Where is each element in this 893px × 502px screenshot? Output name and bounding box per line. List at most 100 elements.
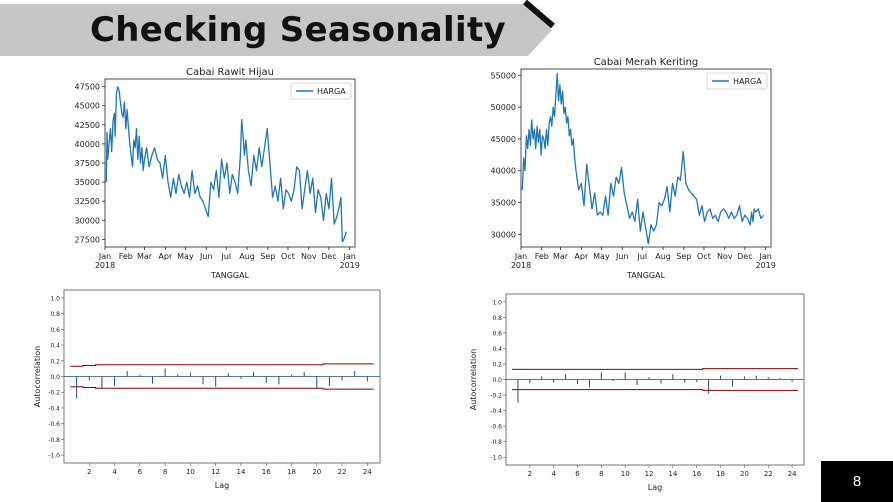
x-axis-label: Lag	[215, 481, 229, 490]
y-tick-label: 32500	[75, 197, 100, 206]
legend-label: HARGA	[317, 87, 346, 96]
x-tick-year-label: 2018	[511, 261, 531, 270]
x-tick-year-label: 2019	[755, 261, 775, 270]
x-tick-label: Aug	[655, 252, 671, 261]
y-tick-label: 40000	[75, 140, 100, 149]
legend: HARGA	[706, 72, 768, 90]
chart-title: Cabai Merah Keriting	[594, 57, 699, 68]
x-axis-label: TANGGAL	[210, 271, 250, 280]
x-tick-label: Jan	[758, 252, 771, 261]
x-tick-label: Oct	[697, 252, 711, 261]
x-tick-label: 2	[528, 470, 532, 478]
y-tick-label: -0.6	[48, 421, 60, 428]
y-tick-label: -1.0	[48, 453, 60, 460]
y-tick-label: 27500	[75, 235, 100, 244]
y-tick-label: 0.0	[50, 374, 60, 381]
series-line-harga	[105, 85, 347, 243]
x-tick-label: May	[593, 252, 610, 261]
y-tick-label: -0.2	[490, 393, 502, 400]
y-tick-label: -0.6	[490, 424, 502, 431]
banner-shape	[0, 4, 552, 56]
x-tick-label: Sep	[676, 252, 691, 261]
y-tick-label: 0.0	[492, 377, 502, 384]
y-tick-label: 45000	[75, 102, 100, 111]
x-tick-label: 8	[599, 470, 603, 478]
y-tick-label: -0.2	[48, 390, 60, 397]
x-tick-label: 22	[764, 470, 773, 478]
x-tick-label: Nov	[717, 252, 733, 261]
y-tick-label: 35000	[75, 178, 100, 187]
y-tick-label: 0.6	[50, 327, 60, 334]
y-tick-label: 0.4	[50, 343, 60, 350]
x-tick-label: Dec	[321, 252, 336, 261]
confidence-lower-line	[512, 389, 798, 391]
x-tick-label: 12	[645, 470, 654, 478]
x-tick-label: May	[177, 252, 194, 261]
title-banner	[0, 0, 555, 56]
x-tick-label: Jul	[220, 252, 231, 261]
x-tick-label: Feb	[119, 252, 133, 261]
y-tick-label: 0.2	[492, 361, 502, 368]
y-tick-label: -0.4	[48, 405, 60, 412]
x-tick-label: 24	[363, 468, 372, 476]
x-tick-label: 10	[621, 470, 630, 478]
y-tick-label: 0.8	[492, 315, 502, 322]
series-line-harga	[521, 72, 765, 245]
x-tick-year-label: 2018	[95, 261, 115, 270]
y-tick-label: 42500	[75, 121, 100, 130]
x-tick-label: Feb	[535, 252, 549, 261]
y-tick-label: 30000	[491, 230, 516, 239]
y-tick-label: 0.8	[50, 311, 60, 318]
x-tick-label: 20	[312, 468, 321, 476]
x-tick-label: 12	[211, 468, 220, 476]
y-tick-label: 40000	[491, 167, 516, 176]
x-tick-label: Jun	[199, 252, 213, 261]
acf-chart-left: -1.0-0.8-0.6-0.4-0.20.00.20.40.60.81.02 4…	[33, 289, 381, 490]
x-tick-label: 4	[112, 468, 117, 476]
x-tick-label: 20	[740, 470, 749, 478]
x-axis-label: TANGGAL	[626, 271, 666, 280]
y-tick-label: 0.6	[492, 330, 502, 337]
x-tick-label: 4	[551, 470, 556, 478]
x-tick-label: Jan	[342, 252, 355, 261]
y-tick-label: -0.8	[490, 439, 502, 446]
x-tick-label: Jun	[615, 252, 629, 261]
x-tick-label: Apr	[158, 252, 173, 261]
confidence-upper-line	[70, 363, 374, 367]
x-tick-label: Oct	[281, 252, 295, 261]
y-tick-label: 45000	[491, 135, 516, 144]
y-tick-label: 50000	[491, 103, 516, 112]
line-chart-cabai-merah-keriting: Cabai Merah Keriting 30000 35000 40000 45000…	[491, 57, 776, 280]
x-tick-label: Sep	[260, 252, 275, 261]
y-tick-label: 35000	[491, 199, 516, 208]
x-tick-label: 2	[87, 468, 91, 476]
slide-title: Checking Seasonality	[90, 10, 506, 50]
legend-box	[290, 82, 352, 100]
plot-frame	[104, 78, 356, 248]
y-axis-label: Autocorrelation	[469, 349, 478, 411]
chart-title: Cabai Rawit Hijau	[186, 67, 274, 78]
acf-chart-right: -1.0-0.8-0.6-0.4-0.20.00.20.40.60.81.02 4…	[469, 293, 805, 492]
x-tick-label: 24	[788, 470, 797, 478]
x-tick-label: 6	[138, 468, 143, 476]
y-tick-label: 1.0	[50, 295, 60, 302]
page-number-badge: 8	[821, 461, 893, 502]
y-tick-label: 55000	[491, 71, 516, 80]
x-tick-label: 16	[692, 470, 701, 478]
x-tick-label: Mar	[137, 252, 153, 261]
y-tick-label: -0.4	[490, 408, 502, 415]
y-tick-label: 0.4	[492, 346, 502, 353]
y-tick-label: -0.8	[48, 437, 60, 444]
confidence-upper-line	[512, 368, 798, 370]
y-tick-label: 47500	[75, 83, 100, 92]
x-tick-label: 14	[236, 468, 245, 476]
x-tick-label: Mar	[553, 252, 569, 261]
x-tick-label: 22	[338, 468, 347, 476]
y-axis-label: Autocorrelation	[33, 346, 42, 408]
y-tick-label: 1.0	[492, 299, 502, 306]
x-tick-label: 10	[186, 468, 195, 476]
x-tick-label: 6	[575, 470, 580, 478]
x-tick-label: Apr	[574, 252, 589, 261]
x-tick-year-label: 2019	[339, 261, 359, 270]
legend: HARGA	[290, 82, 352, 100]
